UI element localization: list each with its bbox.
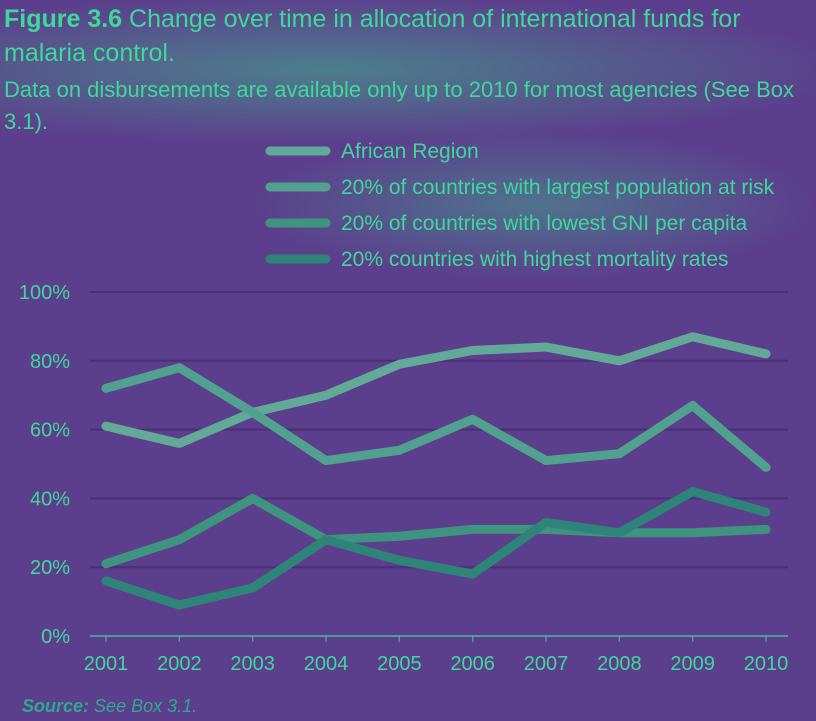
series-line-4 <box>101 487 771 610</box>
figure-label: Figure 3.6 <box>4 5 123 33</box>
series-line-1 <box>101 332 771 448</box>
x-tick-label: 2006 <box>450 653 495 675</box>
source-text: See Box 3.1. <box>94 696 198 716</box>
y-tick-label: 40% <box>30 488 70 510</box>
y-tick-label: 20% <box>30 557 70 579</box>
source-note: Source: See Box 3.1. <box>22 696 197 717</box>
legend-label: 20% countries with highest mortality rat… <box>341 248 729 271</box>
figure-title-text: Change over time in allocation of intern… <box>4 5 741 67</box>
figure-title: Figure 3.6 Change over time in allocatio… <box>4 2 816 70</box>
x-tick-label: 2002 <box>157 653 202 675</box>
y-tick-label: 0% <box>41 626 70 648</box>
source-label: Source: <box>22 696 90 716</box>
x-tick-label: 2007 <box>524 653 569 675</box>
series-line-2 <box>101 363 771 472</box>
x-tick-label: 2003 <box>230 653 275 675</box>
x-tick-label: 2008 <box>597 653 642 675</box>
y-tick-label: 100% <box>19 282 70 304</box>
figure-subtitle: Data on disbursements are available only… <box>4 77 795 134</box>
legend-label: African Region <box>341 140 479 163</box>
x-tick-label: 2010 <box>744 653 789 675</box>
legend-label: 20% of countries with lowest GNI per cap… <box>341 212 748 235</box>
x-tick-label: 2005 <box>377 653 422 675</box>
y-tick-label: 80% <box>30 351 70 373</box>
series-line-3 <box>101 493 771 569</box>
legend-label: 20% of countries with largest population… <box>341 176 775 199</box>
x-tick-label: 2004 <box>304 653 349 675</box>
x-tick-label: 2009 <box>670 653 715 675</box>
figure-header: Figure 3.6 Change over time in allocatio… <box>4 2 816 138</box>
y-tick-label: 60% <box>30 420 70 442</box>
x-tick-label: 2001 <box>84 653 129 675</box>
